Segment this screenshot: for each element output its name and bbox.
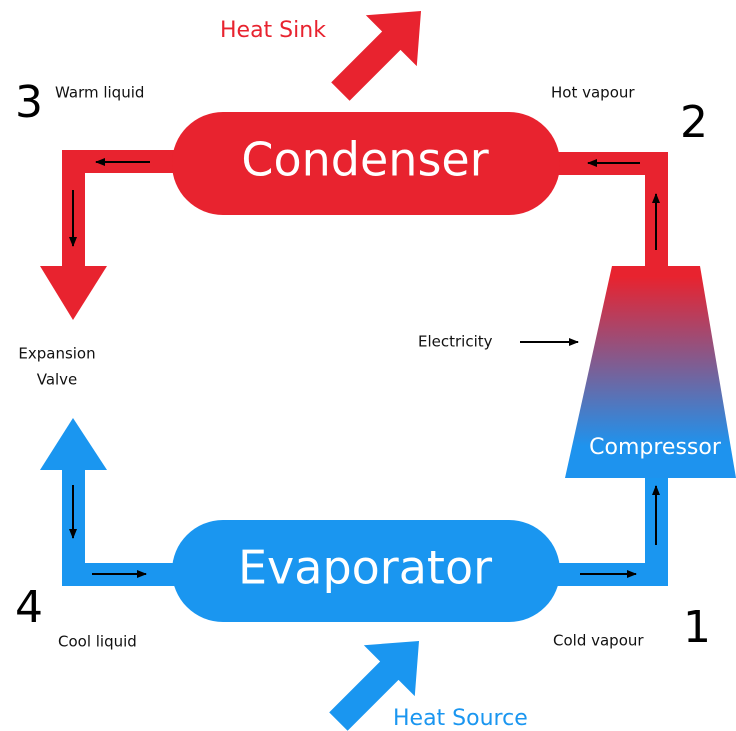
heat-sink-label: Heat Sink bbox=[220, 18, 326, 43]
expansion-valve-label: Expansion bbox=[18, 345, 95, 363]
state-label: Cool liquid bbox=[58, 633, 137, 651]
state-number: 1 bbox=[683, 602, 711, 653]
state-label: Hot vapour bbox=[551, 84, 635, 102]
heat-source-label: Heat Source bbox=[393, 706, 528, 731]
state-number: 2 bbox=[680, 97, 708, 148]
compressor bbox=[565, 266, 736, 478]
heat-sink-arrow bbox=[331, 10, 422, 101]
evaporator-label: Evaporator bbox=[238, 541, 492, 595]
state-number: 3 bbox=[15, 77, 43, 128]
expansion-valve-label: Valve bbox=[37, 371, 78, 389]
state-label: Warm liquid bbox=[55, 84, 144, 102]
heat-source-arrow bbox=[329, 640, 420, 731]
flow-arrows bbox=[69, 158, 660, 578]
compressor-label: Compressor bbox=[589, 435, 722, 460]
state-number: 4 bbox=[15, 582, 43, 633]
condenser-label: Condenser bbox=[241, 133, 488, 187]
electricity-label: Electricity bbox=[418, 333, 493, 351]
state-label: Cold vapour bbox=[553, 632, 644, 650]
